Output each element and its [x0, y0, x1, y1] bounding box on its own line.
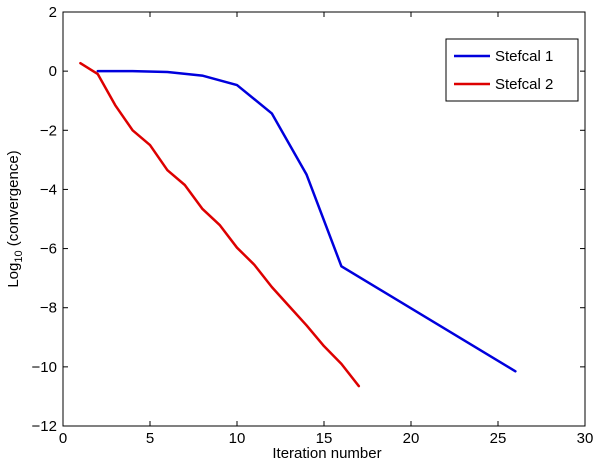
y-tick-label: −12 [32, 418, 57, 435]
legend: Stefcal 1 Stefcal 2 [445, 38, 579, 102]
x-tick-label: 5 [146, 430, 154, 447]
y-tick-label: −8 [40, 300, 57, 317]
x-tick-label: 20 [403, 430, 420, 447]
legend-label-stefcal-2: Stefcal 2 [495, 76, 553, 93]
legend-box [445, 38, 579, 102]
series-line-stefcal-2 [79, 61, 361, 388]
x-axis-label: Iteration number [272, 445, 381, 462]
y-axis-label-subscript: 10 [13, 250, 25, 262]
y-axis-label-main: Log [5, 263, 22, 288]
x-tick-label: 0 [59, 430, 67, 447]
y-tick-label: −2 [40, 122, 57, 139]
y-tick-label: −10 [32, 359, 57, 376]
x-tick-label: 10 [229, 430, 246, 447]
ticks-layer: 0 5 10 15 20 25 30 −12 −10 −8 −6 −4 −2 0 2 [32, 4, 594, 447]
x-tick-label: 30 [577, 430, 594, 447]
y-axis-label: Log10 (convergence) [5, 150, 25, 287]
y-tick-label: 0 [49, 63, 57, 80]
legend-label-stefcal-1: Stefcal 1 [495, 48, 553, 65]
x-tick-label: 25 [490, 430, 507, 447]
y-tick-label: −4 [40, 181, 57, 198]
x-tick-label: 15 [316, 430, 333, 447]
series-line-stefcal-1 [96, 69, 517, 373]
y-tick-label: 2 [49, 4, 57, 21]
y-axis-label-rest: (convergence) [5, 150, 22, 250]
series-layer [79, 61, 517, 388]
y-tick-label: −6 [40, 241, 57, 258]
